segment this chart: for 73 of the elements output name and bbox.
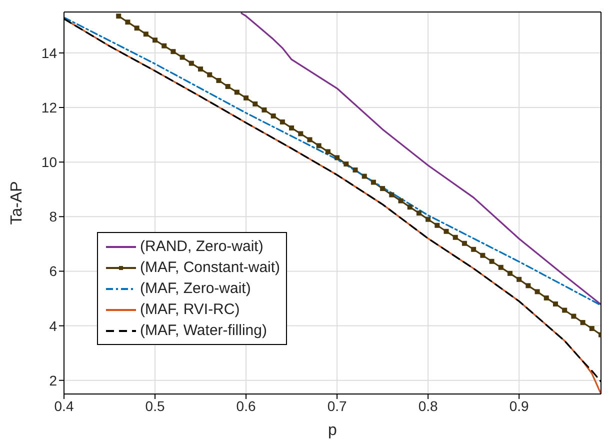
y-axis-title: Ta-AP xyxy=(8,181,26,225)
point xyxy=(562,308,568,313)
point xyxy=(362,174,367,179)
point xyxy=(344,161,349,166)
point xyxy=(134,26,140,31)
point xyxy=(325,149,330,154)
point xyxy=(416,210,422,216)
point xyxy=(544,295,549,300)
point xyxy=(262,107,267,112)
y-tick-label: 2 xyxy=(49,372,58,388)
point xyxy=(407,204,412,210)
y-tick-label: 10 xyxy=(41,154,58,170)
x-tick-label: 0.5 xyxy=(145,398,165,414)
point xyxy=(334,155,340,160)
point xyxy=(462,240,467,246)
point xyxy=(589,326,594,332)
point xyxy=(370,180,376,185)
point xyxy=(526,283,531,288)
point xyxy=(180,54,185,60)
x-tick-label: 0.8 xyxy=(418,398,438,414)
legend-label: (MAF, Zero-wait) xyxy=(140,280,251,297)
point xyxy=(188,60,194,66)
x-tick-label: 0.6 xyxy=(236,398,256,414)
point xyxy=(389,192,394,198)
point xyxy=(244,95,249,100)
point xyxy=(507,270,512,276)
point xyxy=(534,289,540,294)
legend-label: (MAF, Water-filling) xyxy=(140,322,267,339)
point xyxy=(152,38,158,43)
point xyxy=(380,186,386,192)
point xyxy=(580,320,586,326)
point xyxy=(270,113,276,118)
point xyxy=(143,32,148,37)
x-tick-label: 0.4 xyxy=(54,398,74,414)
point xyxy=(571,314,576,319)
x-axis-title: p xyxy=(328,422,338,439)
point xyxy=(516,276,522,282)
point xyxy=(298,131,304,136)
point xyxy=(225,84,230,89)
point xyxy=(489,258,494,264)
point xyxy=(116,14,122,19)
y-tick-label: 12 xyxy=(41,99,58,116)
x-tick-label: 0.9 xyxy=(509,398,530,414)
point xyxy=(289,125,294,130)
point xyxy=(471,246,476,252)
point xyxy=(252,101,258,106)
point xyxy=(444,228,449,234)
point xyxy=(498,264,504,270)
legend-label: (MAF, RVI-RC) xyxy=(140,301,240,318)
x-tick-label: 0.7 xyxy=(327,398,347,414)
point xyxy=(125,20,130,25)
y-tick-label: 14 xyxy=(41,44,58,61)
point xyxy=(552,301,558,306)
point xyxy=(207,72,212,78)
point xyxy=(352,167,358,172)
legend-label: (MAF, Constant-wait) xyxy=(140,259,280,276)
point xyxy=(234,90,240,95)
point xyxy=(216,78,222,83)
point xyxy=(452,234,458,240)
y-tick-label: 6 xyxy=(49,263,58,280)
point xyxy=(170,49,176,54)
point xyxy=(198,66,204,72)
point xyxy=(280,119,285,124)
point xyxy=(162,43,167,48)
y-tick-label: 4 xyxy=(49,318,58,334)
point xyxy=(480,252,486,258)
y-tick-label: 8 xyxy=(49,208,58,225)
point xyxy=(398,198,404,204)
point xyxy=(307,137,312,142)
point xyxy=(434,222,440,228)
point xyxy=(426,216,431,222)
legend-label: (RAND, Zero-wait) xyxy=(140,238,264,255)
point xyxy=(316,143,322,148)
